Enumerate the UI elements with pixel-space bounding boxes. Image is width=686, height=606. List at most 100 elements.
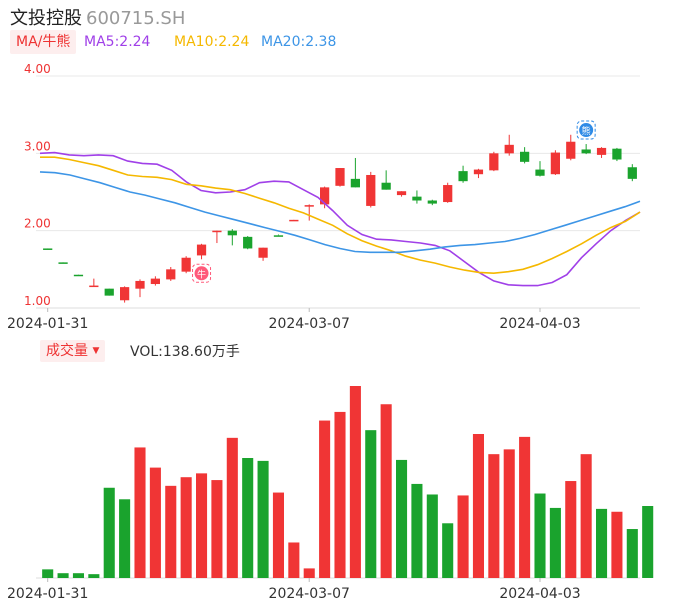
volume-bar	[442, 523, 454, 578]
candle	[350, 157, 360, 188]
volume-bar	[319, 420, 331, 578]
volume-bar	[380, 404, 392, 578]
volume-bar	[149, 467, 161, 578]
candle-body	[335, 168, 345, 186]
candle-body	[135, 280, 145, 289]
bull-marker-icon-label: 牛	[197, 268, 206, 280]
candle	[366, 171, 376, 208]
candle-body	[120, 287, 130, 301]
candle-body	[581, 149, 591, 154]
stock-name: 文投控股	[10, 8, 82, 29]
stock-code: 600715.SH	[86, 8, 186, 29]
candle	[320, 186, 330, 209]
candle-body	[427, 200, 437, 204]
volume-bar	[457, 495, 469, 578]
y-tick-label: 4.00	[24, 62, 51, 76]
bear-marker-icon-frame	[576, 120, 596, 140]
candle	[596, 147, 607, 158]
y-tick-label: 1.00	[24, 294, 51, 308]
volume-tag-label: 成交量	[46, 343, 88, 359]
bull-marker-icon: 牛	[192, 263, 212, 283]
candle-body	[181, 257, 191, 272]
volume-bar	[196, 473, 208, 578]
candle	[89, 278, 99, 288]
volume-bar	[211, 480, 223, 578]
candle-body	[596, 147, 607, 155]
bear-marker-icon-dot	[579, 123, 594, 138]
volume-bar	[611, 511, 623, 578]
candle-body	[612, 148, 622, 160]
x-tick-label: 2024-04-03	[499, 316, 580, 332]
x-tick-label: 2024-01-31	[7, 316, 88, 332]
volume-bar	[242, 458, 254, 578]
volume-bar	[57, 573, 69, 578]
candle-body	[212, 230, 222, 233]
candle-body	[150, 278, 160, 285]
candle-body	[520, 151, 530, 162]
candle	[120, 286, 130, 303]
candle-body	[535, 169, 545, 176]
y-tick-label: 2.00	[24, 217, 51, 231]
candle-body	[196, 244, 207, 256]
candle	[43, 248, 53, 250]
volume-bar	[226, 437, 238, 578]
volume-bar	[549, 507, 561, 578]
candle-body	[89, 285, 99, 288]
candle-body	[227, 230, 237, 236]
candle	[566, 134, 576, 161]
volume-value: VOL:138.60万手	[130, 344, 240, 360]
volume-bar	[349, 386, 361, 578]
dropdown-arrow-icon: ▼	[92, 346, 100, 356]
candle	[581, 144, 591, 155]
volume-bar	[303, 568, 315, 578]
candle-body	[58, 262, 68, 264]
volume-bar	[134, 447, 146, 578]
volume-bar	[503, 449, 515, 578]
ma-indicator-selector[interactable]: MA/牛熊	[10, 30, 77, 54]
ma20-value: MA20:2.38	[261, 34, 337, 50]
ma10-line	[40, 156, 641, 275]
volume-x-tick-label: 2024-03-07	[269, 586, 350, 602]
candle	[166, 267, 176, 281]
candle	[150, 276, 160, 286]
candle	[135, 279, 145, 298]
volume-bar	[165, 485, 177, 578]
candle-body	[273, 235, 284, 237]
candle-body	[258, 247, 268, 258]
candle-body	[443, 185, 453, 203]
volume-bar	[42, 569, 54, 578]
volume-bar	[88, 574, 100, 578]
candle	[58, 262, 68, 264]
ma10-value: MA10:2.24	[174, 34, 250, 50]
volume-indicator-selector[interactable]: 成交量 ▼	[40, 340, 106, 362]
volume-bar	[488, 454, 500, 578]
candle-body	[289, 219, 299, 222]
candle	[458, 165, 468, 183]
volume-x-tick-label: 2024-04-03	[499, 586, 580, 602]
candle-body	[566, 141, 576, 159]
candle	[335, 168, 345, 187]
candle	[550, 150, 560, 175]
volume-bar	[519, 436, 531, 578]
candle-body	[550, 152, 560, 175]
candle-body	[396, 191, 407, 196]
x-tick-label: 2024-03-07	[269, 316, 350, 332]
candle	[396, 191, 407, 197]
candle	[212, 230, 222, 244]
ma20-line	[39, 171, 641, 254]
ma5-line	[39, 151, 641, 287]
bull-marker-icon-frame	[192, 263, 212, 283]
volume-bar	[565, 481, 577, 578]
candle	[473, 168, 484, 179]
candle	[427, 199, 437, 206]
volume-bar	[396, 459, 408, 578]
stock-title: 文投控股 600715.SH	[10, 4, 185, 30]
candle	[73, 274, 84, 277]
candle	[535, 161, 545, 177]
candle-body	[73, 274, 84, 277]
candle-body	[320, 187, 330, 205]
candle-body	[473, 169, 484, 175]
ma5-value: MA5:2.24	[84, 34, 151, 50]
bear-marker-icon: 熊	[576, 120, 596, 140]
